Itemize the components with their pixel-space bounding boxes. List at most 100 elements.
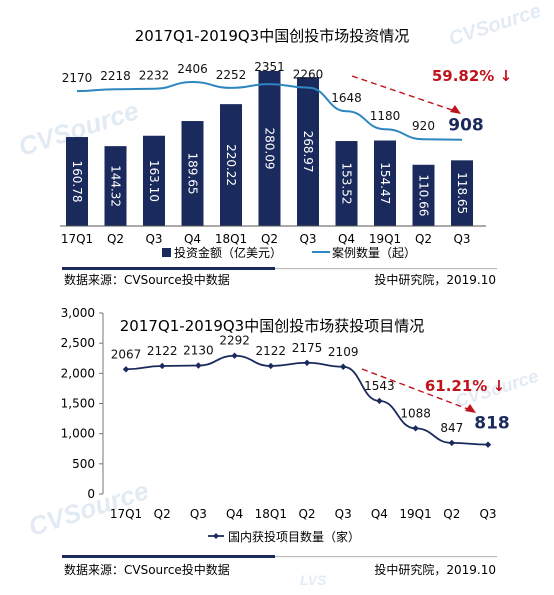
y-tick-label: 3,000 [61, 306, 95, 320]
y-tick-label: 2,000 [61, 366, 95, 380]
legend-bar-label: 投资金额（亿美元） [174, 245, 282, 260]
bar [220, 104, 242, 226]
footer-rule-light [275, 556, 497, 558]
line-value-label: 2406 [177, 62, 208, 76]
bar [143, 135, 165, 226]
bar-value-label: 220.22 [224, 144, 238, 186]
x-tick-label: Q2 [154, 507, 171, 521]
x-tick-label: 19Q1 [399, 507, 431, 521]
y-tick-label: 1,500 [61, 397, 95, 411]
bar-value-label: 163.10 [147, 160, 161, 202]
trend-arrow [351, 75, 459, 113]
legend-line-label: 案例数量（起） [332, 245, 416, 260]
line-value-label: 2130 [183, 343, 214, 357]
bar [258, 71, 281, 226]
source-note: 数据来源：CVSource投中数据 [64, 272, 230, 287]
bar [104, 146, 127, 226]
x-tick-label: Q2 [443, 507, 460, 521]
publisher-note: 投中研究院，2019.10 [374, 272, 496, 287]
footer-rule-light [275, 268, 497, 270]
line-value-label: 2351 [254, 60, 285, 74]
x-tick-label: 18Q1 [255, 507, 287, 521]
bar [374, 140, 396, 226]
line-value-label: 2218 [100, 69, 131, 83]
chart-title: 2017Q1-2019Q3中国创投市场获投项目情况 [120, 317, 424, 335]
bar [412, 164, 435, 226]
case-count-line [76, 80, 463, 141]
line-value-label: 818 [474, 414, 510, 434]
x-tick-label: Q3 [190, 507, 207, 521]
x-tick-label: Q3 [335, 507, 352, 521]
data-marker [267, 362, 274, 370]
x-tick-label: Q2 [415, 232, 432, 246]
decline-annotation: 59.82% ↓ [432, 67, 512, 85]
data-marker [122, 366, 130, 373]
data-marker [231, 352, 238, 359]
line-value-label: 2109 [328, 345, 359, 359]
x-tick-label: Q4 [184, 232, 201, 246]
x-tick-label: Q3 [299, 232, 316, 246]
y-tick-label: 2,500 [61, 336, 95, 350]
footer-rule-dark [62, 267, 275, 270]
x-tick-label: Q4 [338, 232, 355, 246]
line-value-label: 2232 [139, 69, 170, 83]
x-tick-label: 19Q1 [369, 232, 401, 246]
watermark-bottom: LVS [300, 572, 327, 588]
y-tick-label: 500 [72, 457, 95, 471]
x-tick-label: Q2 [261, 232, 278, 246]
bar [66, 137, 88, 226]
publisher-note: 投中研究院，2019.10 [374, 562, 496, 577]
bar [297, 77, 319, 226]
line-value-label: 847 [440, 421, 463, 435]
line-value-label: 1180 [370, 109, 401, 123]
bar-value-label: 118.65 [455, 172, 469, 214]
data-marker [484, 441, 492, 448]
data-marker [159, 362, 166, 370]
line-value-label: 1543 [364, 379, 395, 393]
data-marker [412, 425, 419, 432]
line-value-label: 2067 [111, 347, 142, 361]
x-tick-label: Q4 [226, 507, 243, 521]
source-note: 数据来源：CVSource投中数据 [64, 562, 230, 577]
watermark-right: CVSource [446, 0, 544, 50]
x-tick-label: Q2 [298, 507, 315, 521]
x-tick-label: 18Q1 [215, 232, 247, 246]
line-value-label: 920 [412, 119, 435, 133]
data-marker [448, 439, 455, 447]
bar-value-label: 189.65 [186, 153, 200, 195]
project-count-line [125, 354, 489, 446]
line-value-label: 1648 [331, 91, 362, 105]
data-marker [376, 397, 383, 405]
data-marker [340, 363, 347, 370]
legend-bar-swatch [162, 248, 171, 257]
bar [451, 160, 473, 226]
x-tick-label: Q4 [371, 507, 388, 521]
x-tick-label: Q2 [107, 232, 124, 246]
line-value-label: 908 [448, 116, 484, 136]
y-tick-label: 1,000 [61, 427, 95, 441]
bar-value-label: 144.32 [109, 165, 123, 207]
investment-chart: CVSourceCVSource2017Q1-2019Q3中国创投市场投资情况1… [15, 0, 544, 287]
line-value-label: 2260 [293, 68, 324, 82]
legend-line-label: 国内获投项目数量（家） [228, 529, 360, 544]
legend-marker [213, 533, 219, 539]
trend-arrow-head [465, 404, 476, 413]
data-marker [303, 359, 311, 366]
investment-chart-panel: CVSource CVSource 2017Q1-2019Q3中国创投市场投资情况 1… [0, 0, 554, 292]
bar-value-label: 268.97 [301, 131, 315, 173]
line-value-label: 2122 [147, 344, 178, 358]
x-tick-label: 17Q1 [61, 232, 93, 246]
line-value-label: 2170 [62, 71, 93, 85]
bar [335, 141, 358, 226]
bar-value-label: 110.66 [417, 174, 431, 216]
projects-chart: CVSourceCVSourceLVS2017Q1-2019Q3中国创投市场获投… [25, 306, 541, 588]
bar-value-label: 153.52 [340, 163, 354, 205]
data-marker [195, 362, 202, 369]
line-value-label: 1088 [400, 406, 431, 420]
line-value-label: 2292 [219, 334, 250, 348]
x-tick-label: 17Q1 [110, 507, 142, 521]
bar-value-label: 160.78 [70, 161, 84, 203]
x-tick-label: Q3 [145, 232, 162, 246]
chart-title: 2017Q1-2019Q3中国创投市场投资情况 [135, 27, 409, 45]
trend-arrow-head [450, 105, 461, 114]
